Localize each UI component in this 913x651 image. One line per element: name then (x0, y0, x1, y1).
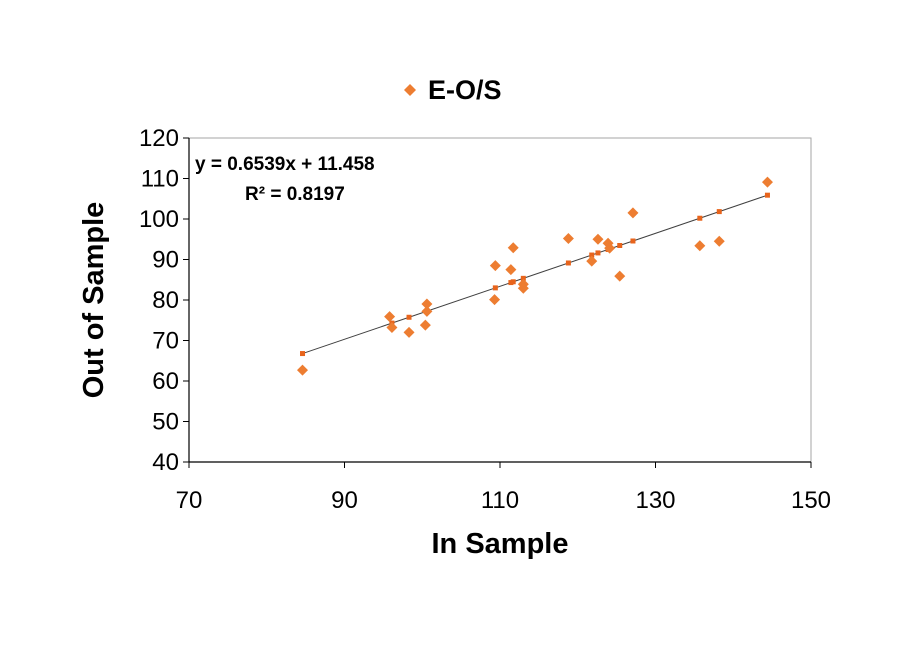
data-point (507, 242, 519, 254)
trendline-marker (300, 351, 306, 357)
axes: 40 50 60 70 80 90 100 110 120 70 90 110 130 150 (139, 125, 831, 514)
y-tick-label: 100 (139, 206, 179, 233)
y-tick-label: 50 (152, 409, 179, 436)
trendline-marker (630, 238, 636, 244)
data-point (713, 235, 725, 247)
x-tick-label: 90 (331, 487, 358, 514)
trendline-r-squared: R² = 0.8197 (245, 184, 345, 205)
x-tick-label: 70 (176, 487, 203, 514)
trendline (302, 194, 768, 355)
legend-label: E-O/S (428, 75, 502, 105)
y-axis-title: Out of Sample (78, 202, 110, 399)
trendline-marker (716, 209, 722, 215)
trendline-marker (595, 250, 601, 256)
data-point (592, 233, 604, 245)
y-tick-label: 60 (152, 368, 179, 395)
data-point (403, 326, 415, 338)
data-point (421, 305, 433, 317)
trendline-marker (697, 215, 703, 221)
y-tick-label: 110 (141, 166, 179, 193)
legend: E-O/S (404, 75, 502, 105)
trendline-marker (589, 252, 595, 258)
y-tick-label: 80 (152, 287, 179, 314)
data-point (694, 240, 706, 252)
data-point (297, 364, 309, 376)
trendline-marker (406, 314, 412, 320)
data-point (505, 264, 517, 276)
trendline-marker (565, 260, 571, 266)
x-tick-label: 150 (791, 487, 831, 514)
y-tick-label: 40 (152, 449, 179, 476)
trendline-group (300, 192, 770, 357)
data-point (586, 255, 598, 267)
y-tick-label: 70 (152, 328, 179, 355)
data-point (562, 232, 574, 244)
x-tick-label: 130 (635, 487, 675, 514)
data-point (489, 294, 501, 306)
data-point (627, 207, 639, 219)
trendline-marker (617, 242, 623, 248)
data-point (604, 242, 616, 254)
trendline-marker (492, 285, 498, 291)
data-points (297, 176, 773, 376)
y-tick-label: 120 (139, 125, 179, 152)
data-point (419, 319, 431, 331)
data-point (384, 311, 396, 323)
x-tick-label: 110 (481, 487, 519, 514)
trendline-equation: y = 0.6539x + 11.458 (195, 154, 375, 175)
data-point (614, 270, 626, 282)
trendline-marker (510, 279, 516, 285)
x-axis-title: In Sample (432, 528, 569, 560)
data-point (386, 322, 398, 334)
trendline-marker (764, 192, 770, 198)
legend-marker-diamond (404, 84, 416, 96)
y-tick-label: 90 (152, 247, 179, 274)
trendline-marker (520, 275, 526, 281)
data-point (517, 282, 529, 294)
data-point (761, 176, 773, 188)
data-point (421, 298, 433, 310)
data-point (489, 260, 501, 272)
